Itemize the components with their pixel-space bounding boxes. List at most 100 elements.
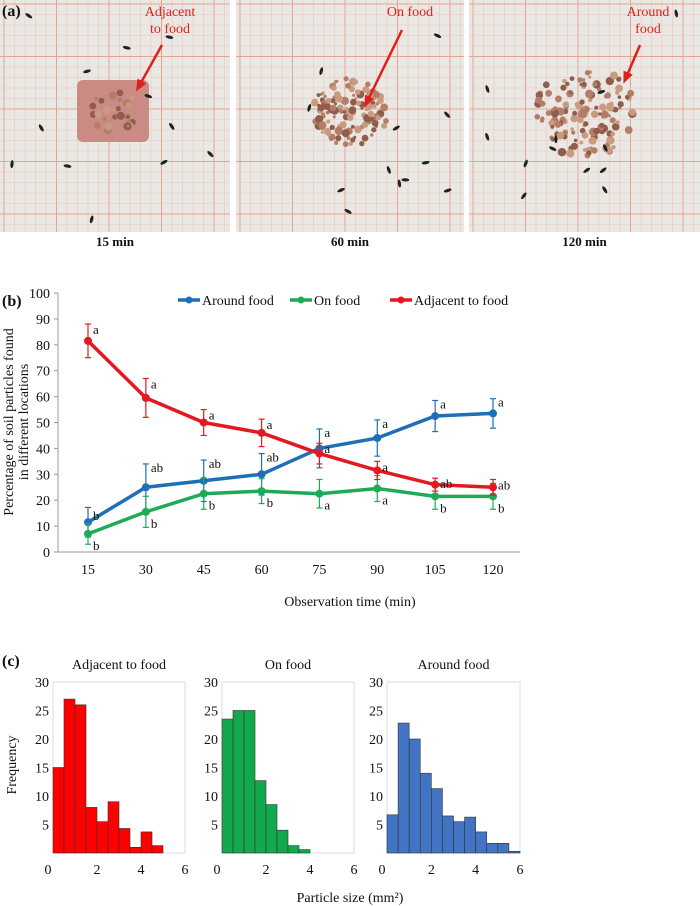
histogram-title: Adjacent to food	[72, 658, 166, 673]
soil-particle	[326, 131, 332, 137]
y-tick-label: 40	[36, 442, 50, 457]
data-point	[489, 492, 497, 501]
x-tick-label: 105	[425, 563, 446, 578]
soil-particle	[352, 79, 359, 85]
soil-particle	[116, 89, 124, 97]
significance-letter: b	[498, 500, 505, 515]
soil-particle	[129, 94, 135, 101]
x-tick-label: 4	[307, 863, 314, 878]
soil-particle	[104, 122, 113, 131]
soil-particle	[574, 102, 579, 107]
ant	[160, 159, 168, 165]
data-point	[431, 492, 440, 501]
significance-letter: a	[267, 417, 273, 432]
significance-letter: a	[324, 425, 330, 440]
y-tick-label: 20	[36, 494, 50, 509]
soil-particle	[586, 106, 590, 111]
histogram-bar	[497, 843, 510, 854]
ant	[337, 187, 345, 193]
significance-letter: a	[440, 396, 446, 411]
y-tick-label: 15	[35, 762, 49, 777]
histogram-bar	[287, 845, 300, 854]
histogram-bar	[118, 828, 131, 854]
soil-particle	[352, 93, 356, 97]
histogram-bar	[508, 850, 521, 854]
x-tick-label: 6	[351, 863, 358, 878]
significance-letter: ab	[440, 476, 452, 491]
ant	[397, 179, 402, 188]
soil-particle	[542, 81, 550, 89]
soil-particle	[577, 77, 583, 83]
series-on-food: bbb b a ab bOn food	[84, 294, 505, 553]
y-tick-label: 20	[369, 733, 383, 748]
soil-particle	[333, 80, 338, 84]
soil-particle	[346, 114, 354, 121]
soil-particle	[605, 76, 614, 86]
y-tick-label: 15	[204, 762, 218, 777]
arrow-icon	[364, 29, 404, 105]
soil-particle	[112, 114, 118, 120]
soil-particle	[550, 124, 555, 129]
histogram-xlabel: Particle size (mm²)	[297, 891, 404, 906]
ant	[485, 132, 490, 141]
photo-60-min: On food	[236, 0, 464, 232]
significance-letter: b	[209, 498, 216, 513]
histogram-bar	[453, 821, 465, 854]
y-tick-label: 100	[29, 287, 50, 302]
histogram-bar	[419, 772, 432, 854]
soil-particle	[94, 97, 98, 101]
soil-particle	[338, 108, 343, 114]
data-point	[373, 466, 382, 475]
soil-particle	[609, 101, 614, 107]
soil-particle	[325, 97, 332, 104]
y-tick-label: 90	[36, 313, 50, 328]
soil-particle	[334, 91, 341, 99]
soil-particle	[342, 110, 347, 114]
soil-particle	[125, 114, 131, 120]
soil-particle	[361, 134, 369, 142]
significance-letter: a	[498, 395, 504, 410]
soil-particle	[605, 146, 613, 154]
soil-particle	[562, 78, 567, 84]
soil-particle	[341, 129, 350, 138]
soil-particle	[562, 129, 569, 135]
histogram-bar	[276, 829, 289, 854]
histogram-bar	[151, 845, 164, 854]
ant	[392, 125, 400, 131]
x-tick-label: 2	[428, 863, 435, 878]
y-tick-label: 80	[36, 339, 50, 354]
annotation-label: Adjacent	[145, 5, 196, 20]
data-point	[315, 489, 324, 498]
soil-particle	[353, 135, 357, 139]
soil-particle	[117, 97, 123, 103]
soil-particle	[583, 121, 589, 127]
ant	[523, 159, 528, 168]
soil-particle	[102, 116, 107, 122]
histogram-adjacent-to-food: Adjacent to food 5 10 15 20 25 30 0 2 4 6	[35, 658, 189, 878]
soil-particle	[593, 127, 601, 135]
x-tick-label: 2	[263, 863, 270, 878]
ant	[63, 164, 72, 168]
soil-particle	[555, 95, 562, 103]
soil-particle	[610, 131, 615, 137]
data-point	[141, 483, 150, 492]
ant	[521, 192, 527, 200]
y-tick-label: 5	[376, 819, 383, 834]
soil-particle	[616, 76, 622, 82]
soil-particle	[556, 131, 565, 140]
histogram-on-food: On food 5 10 15 20 25 30 0 2 4 6	[204, 658, 358, 878]
soil-particle	[545, 89, 553, 97]
x-tick-label: 4	[472, 863, 479, 878]
annotation-label: to food	[150, 22, 190, 37]
ant	[401, 178, 410, 182]
ant	[386, 166, 391, 174]
ant	[83, 69, 91, 74]
soil-particle	[617, 95, 622, 99]
soil-particle	[588, 97, 593, 103]
soil-particle	[350, 124, 355, 129]
soil-particle	[330, 98, 336, 104]
y-tick-label: 70	[36, 365, 50, 380]
data-point	[257, 428, 266, 437]
soil-particle	[361, 121, 369, 128]
